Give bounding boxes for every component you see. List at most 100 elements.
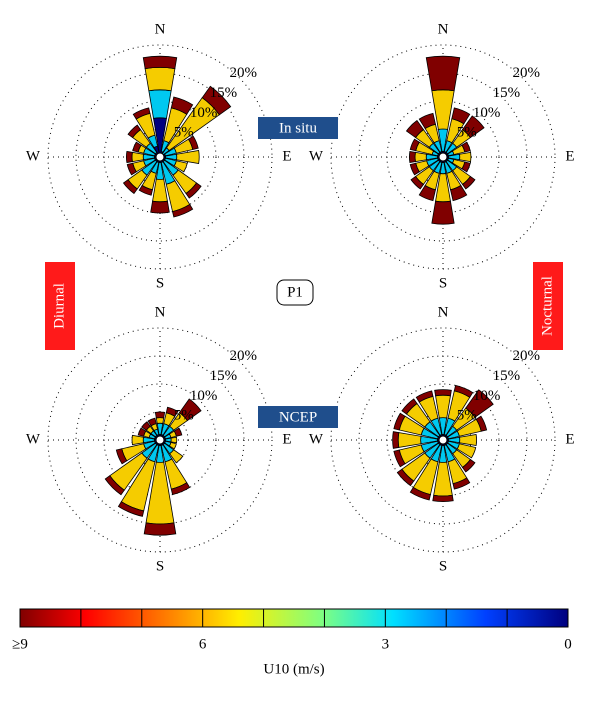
rose-segment [409,162,420,176]
rose-segment [459,433,477,447]
tag-text: P1 [287,284,303,300]
rose-segment [104,475,125,496]
tag-box [258,117,338,139]
compass-label: W [309,148,324,164]
grid-circle [386,383,500,497]
diurnal-tag: Diurnal [45,262,75,350]
rose-segment [452,477,471,490]
rose-segment [201,85,232,116]
x-tick-label: 3 [382,636,390,652]
r-tick-label: 5% [174,408,194,424]
rose-segment [144,67,176,92]
colorbar: ≥9 6 3 0 U10 (m/s) [12,608,572,677]
grid-circle [358,355,528,525]
rose-segment [405,119,425,139]
compass-label: N [438,21,449,37]
wind-rose: 5% 10% 15% 20% N E S W [309,304,575,574]
rose-segment [141,421,151,431]
r-tick-label: 20% [512,65,540,81]
compass-label: W [26,148,41,164]
rose-segment [409,138,420,152]
r-tick-label: 15% [493,85,521,101]
rose-segment [461,141,471,153]
wind-roses: 5% 10% 15% 20% N E S W 5% 10% 15% 20% N E S W 5% 10% 15% 20… [26,21,575,574]
rose-segment [132,141,142,153]
r-tick-label: 10% [473,105,501,121]
rose-segment [137,427,147,437]
rose-segment [418,184,436,202]
rose-segment [168,442,177,450]
wind-rose: 5% 10% 15% 20% N E S W [26,21,292,291]
r-tick-label: 10% [473,388,501,404]
compass-label: E [565,431,574,447]
rose-segment [434,389,452,397]
grid-circle [103,383,217,497]
rose-segment [475,415,488,432]
rose-segment [127,124,142,139]
tag-box [533,262,563,350]
tag-box [258,406,338,428]
rose-segment [172,203,194,218]
rose-segment [461,115,485,139]
rose-segment [142,55,178,70]
compass-label: N [155,304,166,320]
compass-label: S [439,558,447,574]
grid-circle [330,44,556,270]
tag-box [45,262,75,350]
r-tick-label: 5% [457,408,477,424]
rose-segment [401,398,418,415]
rose-segment [117,501,145,517]
x-tick-label: ≥9 [12,636,28,652]
station-tag: P1 [276,279,314,306]
rose-segment [143,522,177,536]
x-tick-label: 0 [564,636,572,652]
x-tick-label: 6 [199,636,207,652]
rose-segment [461,161,471,173]
tag-text: Nocturnal [539,276,555,336]
rose-segment [115,448,128,465]
rose-segment [409,486,431,501]
grid-circle [330,327,556,553]
rose-segment [415,390,434,403]
grid-circle [47,327,273,553]
rose-segment [450,184,468,202]
rose-segment [465,389,494,418]
r-tick-label: 15% [210,368,238,384]
rose-segment [131,434,144,446]
rose-segment [154,411,166,419]
rose-hole [438,152,448,162]
rose-hole [155,152,165,162]
rose-segment [393,412,406,431]
rose-segment [392,431,400,449]
compass-label: W [309,431,324,447]
rose-segment [148,89,172,119]
rose-segment [396,468,415,487]
r-tick-label: 10% [190,388,218,404]
rose-segment [126,162,137,176]
rose-hole [155,435,165,445]
rose-segment [453,384,474,398]
compass-label: N [155,21,166,37]
colorbar-fill [19,608,569,628]
wind-rose: 5% 10% 15% 20% N E S W [309,21,575,291]
rose-segment [431,200,455,225]
rose-segment [451,107,471,125]
rose-segment [409,150,416,164]
r-tick-label: 15% [493,368,521,384]
rose-segment [418,112,436,130]
grid-circle [386,100,500,214]
r-tick-label: 20% [229,348,257,364]
tag-text: In situ [279,120,317,136]
rose-segment [170,96,194,115]
compass-label: E [565,148,574,164]
rose-segment [414,151,427,163]
rose-segment [132,107,151,120]
rose-segment [461,458,476,473]
rose-segment [173,427,183,437]
nocturnal-tag: Nocturnal [533,262,563,350]
r-tick-label: 20% [229,65,257,81]
grid-circle [75,355,245,525]
compass-label: E [282,431,291,447]
rose-segment [131,151,144,163]
rose-segment [185,182,202,199]
